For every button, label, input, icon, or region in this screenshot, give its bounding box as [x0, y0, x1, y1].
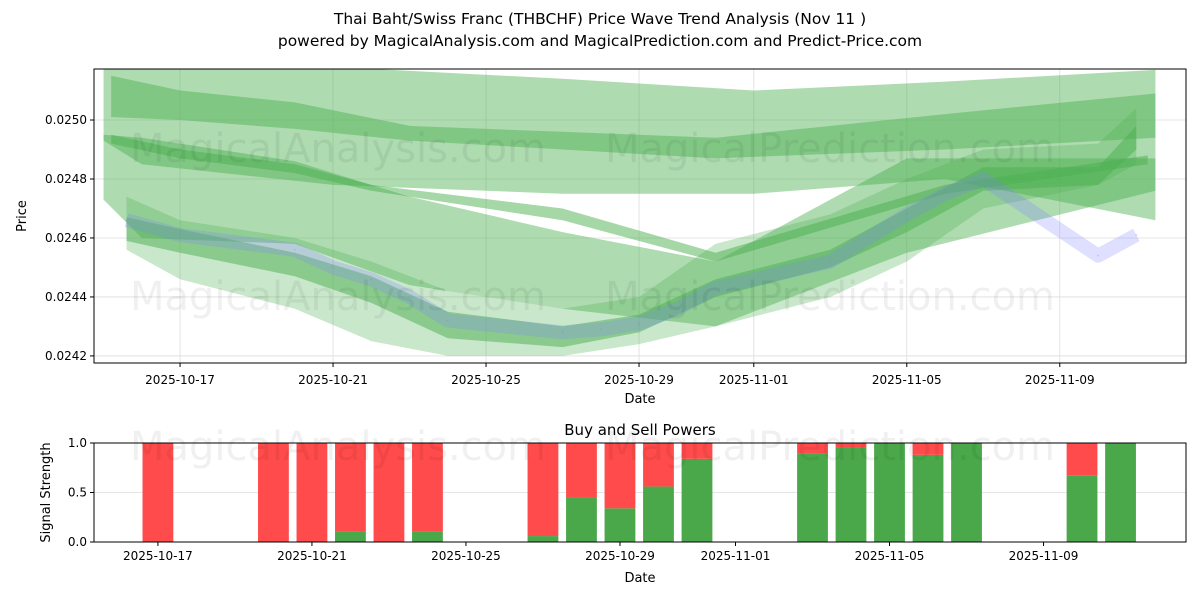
buy-bar — [527, 536, 559, 542]
trend-band — [103, 69, 1156, 221]
buy-bar — [797, 453, 828, 542]
buy-bar — [1066, 475, 1098, 542]
price-point — [867, 236, 870, 239]
sell-bar — [835, 443, 867, 448]
x-tick-label: 2025-10-29 — [585, 549, 655, 563]
buy-bar — [1105, 443, 1136, 542]
plot-frame — [93, 442, 1187, 543]
chart-title: Thai Baht/Swiss Franc (THBCHF) Price Wav… — [333, 10, 867, 28]
sell-bar — [797, 443, 828, 454]
x-tick-label: 2025-11-09 — [1025, 373, 1095, 387]
sell-bar — [604, 443, 636, 509]
y-tick-label: 0.0242 — [45, 349, 87, 363]
price-point — [179, 234, 182, 237]
sell-bar — [566, 443, 597, 498]
watermark: MagicalAnalysis.com — [130, 274, 546, 320]
price-point — [561, 331, 564, 334]
plot-frame — [93, 68, 1187, 364]
trend-band — [111, 134, 1148, 262]
y-tick-label: 0.0244 — [45, 290, 87, 304]
x-tick-label: 2025-10-21 — [298, 373, 368, 387]
subplot-title: Buy and Sell Powers — [564, 421, 716, 439]
buy-bar — [835, 447, 867, 542]
price-point — [1135, 234, 1138, 237]
buy-bar — [912, 454, 944, 542]
x-axis-label: Date — [624, 392, 655, 407]
x-tick-label: 2025-10-17 — [145, 373, 215, 387]
price-point — [599, 328, 602, 331]
y-tick-label: 0.0250 — [45, 113, 87, 127]
price-point — [446, 319, 449, 322]
buy-bar — [412, 531, 443, 542]
x-tick-label: 2025-11-05 — [855, 549, 925, 563]
buy-bar — [874, 443, 905, 542]
x-tick-label: 2025-10-21 — [277, 549, 347, 563]
buy-bar — [681, 458, 713, 542]
price-line — [124, 171, 1140, 340]
price-point — [332, 266, 335, 269]
chart-subtitle: powered by MagicalAnalysis.com and Magic… — [277, 32, 923, 50]
price-point — [944, 192, 947, 195]
sell-bar — [142, 443, 174, 542]
y-axis-label: Signal Strength — [39, 442, 54, 542]
x-tick-label: 2025-11-05 — [872, 373, 942, 387]
watermark: MagicalAnalysis.com — [130, 126, 546, 172]
x-axis-label: Date — [624, 571, 655, 586]
x-tick-label: 2025-10-25 — [431, 549, 501, 563]
plot-area — [103, 69, 1156, 356]
buy-bar — [566, 497, 597, 542]
x-tick-label: 2025-11-09 — [1009, 549, 1079, 563]
trend-band — [126, 125, 1137, 348]
watermark: MagicalPrediction.com — [605, 126, 1055, 172]
y-tick-label: 0.0 — [68, 535, 87, 549]
trend-band — [103, 134, 1156, 327]
x-tick-label: 2025-10-29 — [604, 373, 674, 387]
x-tick-label: 2025-10-25 — [451, 373, 521, 387]
sell-bar — [335, 443, 366, 532]
watermark: MagicalPrediction.com — [605, 274, 1055, 320]
price-point — [370, 278, 373, 281]
x-tick-label: 2025-11-01 — [701, 549, 771, 563]
sell-bar — [527, 443, 559, 537]
price-point — [829, 260, 832, 263]
sell-bar — [681, 443, 713, 459]
price-point — [905, 213, 908, 216]
buy-bar — [643, 486, 674, 542]
price-point — [125, 219, 128, 222]
buy-bar — [335, 531, 366, 542]
buy-bar — [604, 508, 636, 542]
watermark: MagicalPrediction.com — [605, 424, 1055, 470]
watermark: MagicalAnalysis.com — [130, 424, 546, 470]
sell-bar — [912, 443, 944, 455]
trend-band — [111, 75, 1156, 159]
sell-bar — [412, 443, 443, 532]
y-tick-label: 0.0246 — [45, 231, 87, 245]
sell-bar — [1066, 443, 1098, 476]
y-axis-label: Price — [15, 200, 30, 232]
sell-bar — [643, 443, 674, 487]
price-point — [408, 295, 411, 298]
sell-bar — [373, 443, 405, 542]
price-point — [638, 322, 641, 325]
price-point — [293, 248, 296, 251]
buy-bar — [951, 443, 982, 542]
y-tick-label: 0.5 — [68, 486, 87, 500]
sell-bar — [258, 443, 289, 542]
x-tick-label: 2025-11-01 — [719, 373, 789, 387]
y-tick-label: 0.0248 — [45, 172, 87, 186]
price-point — [982, 177, 985, 180]
x-tick-label: 2025-10-17 — [123, 549, 193, 563]
price-point — [714, 287, 717, 290]
price-point — [676, 307, 679, 310]
sell-bar — [296, 443, 328, 542]
price-point — [1097, 254, 1100, 257]
y-tick-label: 1.0 — [68, 436, 87, 450]
